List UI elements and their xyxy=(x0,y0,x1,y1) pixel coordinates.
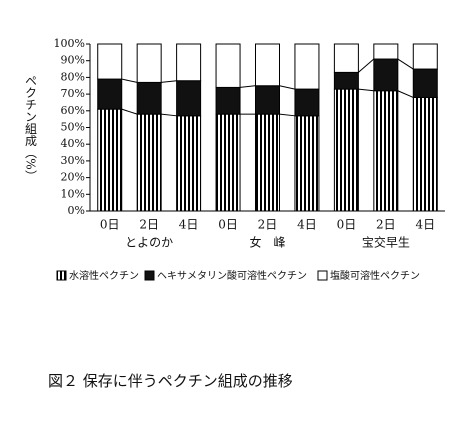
bar-segment xyxy=(294,115,320,212)
group-label: 宝交早生 xyxy=(362,235,410,250)
x-tick-label: 0日 xyxy=(218,218,238,232)
bar-segment xyxy=(255,113,280,212)
y-axis-label: ペクチン組成（%） xyxy=(24,74,38,181)
bar-segment xyxy=(136,81,162,115)
connector xyxy=(161,80,177,83)
connector xyxy=(397,58,414,70)
connector xyxy=(121,78,138,83)
bar-segment xyxy=(294,43,320,90)
connector xyxy=(161,113,177,117)
x-tick-label: 2日 xyxy=(139,218,159,232)
x-tick-label: 2日 xyxy=(376,218,396,232)
connector xyxy=(279,85,296,90)
bar-segment xyxy=(333,43,359,73)
bar-segment xyxy=(97,78,123,110)
legend-swatch xyxy=(317,270,328,281)
y-tick-label: 50% xyxy=(61,121,85,134)
y-tick-label: 60% xyxy=(61,104,85,117)
legend-label: ヘキサメタリン酸可溶性ペクチン xyxy=(157,269,307,282)
y-tick-label: 40% xyxy=(61,137,85,150)
y-tick-label: 90% xyxy=(61,54,85,67)
legend-swatch xyxy=(144,270,155,281)
bar-segment xyxy=(136,43,162,83)
y-tick-label: 20% xyxy=(61,171,85,184)
bar-segment xyxy=(412,68,438,98)
bar-segment xyxy=(97,108,123,212)
x-tick-label: 4日 xyxy=(415,218,435,232)
bar-segment xyxy=(215,86,241,115)
x-tick-label: 0日 xyxy=(100,218,120,232)
bar-segment xyxy=(255,85,280,115)
y-tick-label: 0% xyxy=(68,204,85,217)
y-tick-label: 100% xyxy=(54,37,85,50)
connector xyxy=(358,58,375,73)
bar-segment xyxy=(215,43,241,88)
connector xyxy=(397,90,414,98)
bar-segment xyxy=(412,43,438,70)
x-tick-label: 2日 xyxy=(258,218,278,232)
group-label: 女 峰 xyxy=(249,235,285,250)
legend-label: 塩酸可溶性ペクチン xyxy=(330,269,420,282)
y-tick-label: 10% xyxy=(61,187,85,200)
bar-segment xyxy=(333,88,359,212)
bar-segment xyxy=(176,43,202,82)
group-label: とよのか xyxy=(125,236,173,250)
bar-segment xyxy=(373,58,399,92)
bar-segment xyxy=(333,71,359,90)
connector xyxy=(279,113,295,117)
y-tick-label: 70% xyxy=(61,87,85,100)
x-tick-label: 4日 xyxy=(179,218,199,232)
x-tick-label: 0日 xyxy=(337,218,357,232)
x-tick-label: 4日 xyxy=(297,218,317,232)
bar-segment xyxy=(215,113,241,212)
bar-segment xyxy=(412,96,438,212)
connector xyxy=(358,88,374,92)
bar-segment xyxy=(97,43,123,80)
y-tick-label: 80% xyxy=(61,70,85,83)
bar-segment xyxy=(176,80,202,117)
bar-segment xyxy=(373,43,399,60)
connector xyxy=(240,85,256,88)
connector xyxy=(121,108,138,115)
bar-segment xyxy=(136,113,162,212)
legend-label: 水溶性ペクチン xyxy=(69,269,139,282)
bar-segment xyxy=(176,115,202,212)
y-tick-label: 30% xyxy=(61,154,85,167)
bar-segment xyxy=(255,43,280,87)
bar-segment xyxy=(373,90,399,212)
caption: 図２ 保存に伴うペクチン組成の推移 xyxy=(48,372,293,390)
bar-segment xyxy=(294,88,320,117)
legend-swatch xyxy=(56,270,67,281)
